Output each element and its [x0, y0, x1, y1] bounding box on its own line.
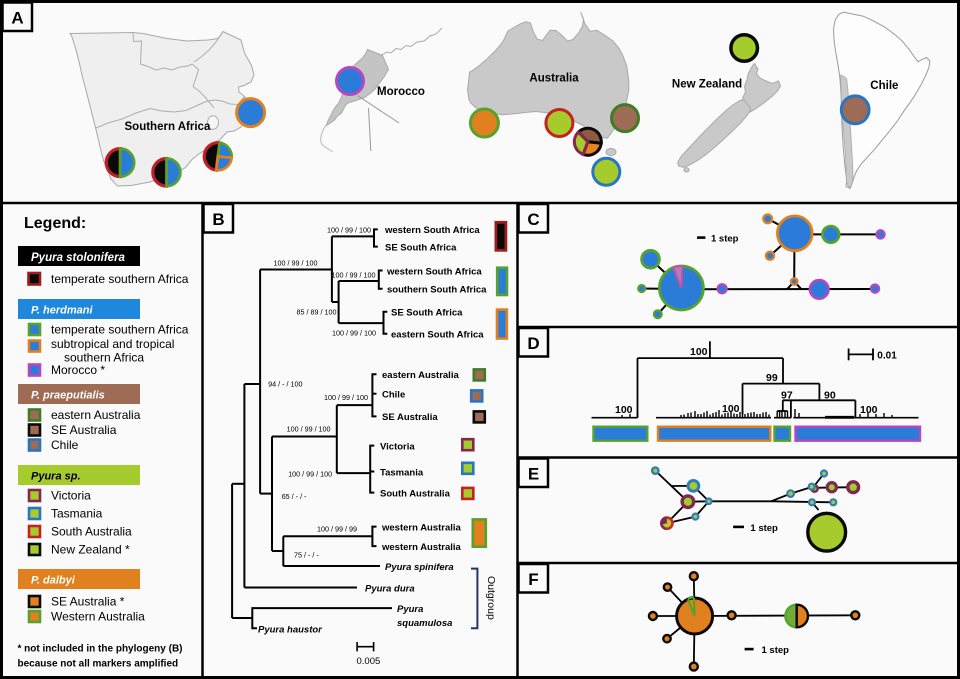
svg-text:Pyura haustor: Pyura haustor [258, 625, 323, 636]
svg-text:Southern Africa: Southern Africa [125, 121, 211, 133]
svg-text:Chile: Chile [382, 390, 405, 401]
svg-text:85 / 89 / 100: 85 / 89 / 100 [297, 308, 337, 317]
svg-text:Tasmania: Tasmania [380, 468, 424, 479]
svg-text:100 / 99 / 100: 100 / 99 / 100 [274, 259, 318, 268]
svg-text:New Zealand *: New Zealand * [51, 543, 130, 557]
svg-text:eastern Australia: eastern Australia [51, 408, 141, 422]
svg-text:SE Australia: SE Australia [382, 412, 438, 423]
svg-text:65 / - / -: 65 / - / - [282, 492, 307, 501]
svg-text:western South Africa: western South Africa [386, 267, 482, 278]
svg-text:South Australia: South Australia [51, 525, 132, 539]
svg-text:western South Africa: western South Africa [384, 225, 480, 236]
svg-text:A: A [11, 9, 23, 28]
svg-text:97: 97 [781, 390, 793, 402]
svg-text:temperate southern Africa: temperate southern Africa [51, 272, 189, 286]
svg-text:100 / 99 / 100: 100 / 99 / 100 [287, 425, 331, 434]
svg-text:SE South Africa: SE South Africa [385, 243, 457, 254]
svg-text:B: B [212, 210, 224, 229]
svg-text:southern South Africa: southern South Africa [387, 285, 487, 296]
svg-text:100: 100 [615, 404, 633, 416]
svg-text:eastern Australia: eastern Australia [382, 370, 459, 381]
svg-text:100 / 99 / 100: 100 / 99 / 100 [332, 271, 376, 280]
svg-text:100 / 99 / 100: 100 / 99 / 100 [288, 470, 332, 479]
svg-text:0.005: 0.005 [357, 656, 381, 667]
svg-text:because not all markers amplif: because not all markers amplified [18, 659, 179, 670]
svg-text:western Australia: western Australia [381, 523, 462, 534]
svg-text:Australia: Australia [529, 73, 579, 85]
svg-text:SE Australia *: SE Australia * [51, 595, 125, 609]
svg-text:P. herdmani: P. herdmani [31, 305, 93, 317]
svg-text:1 step: 1 step [762, 645, 790, 656]
svg-text:eastern South Africa: eastern South Africa [391, 330, 484, 341]
svg-text:E: E [528, 465, 539, 484]
svg-text:Tasmania: Tasmania [51, 507, 103, 521]
svg-text:Outgroup: Outgroup [485, 576, 497, 620]
svg-text:Pyura sp.: Pyura sp. [31, 471, 81, 483]
svg-text:100 / 99 / 100: 100 / 99 / 100 [324, 393, 368, 402]
svg-text:C: C [527, 210, 539, 229]
svg-text:Chile: Chile [870, 80, 898, 92]
svg-text:1 step: 1 step [750, 523, 778, 534]
svg-text:Pyura dura: Pyura dura [365, 584, 415, 595]
svg-text:100 / 99 / 99: 100 / 99 / 99 [317, 525, 357, 534]
svg-text:SE Australia: SE Australia [51, 423, 117, 437]
svg-text:southern Africa: southern Africa [64, 351, 144, 365]
svg-text:subtropical and tropical: subtropical and tropical [51, 337, 174, 351]
svg-text:100: 100 [860, 404, 878, 416]
svg-text:New Zealand: New Zealand [672, 79, 742, 91]
svg-text:Pyura: Pyura [397, 604, 423, 615]
svg-text:Pyura stolonifera: Pyura stolonifera [31, 252, 126, 264]
svg-text:0.01: 0.01 [877, 351, 897, 362]
svg-text:Legend:: Legend: [24, 215, 86, 232]
svg-text:South Australia: South Australia [380, 489, 451, 500]
svg-text:100 / 99 / 100: 100 / 99 / 100 [332, 329, 376, 338]
svg-text:SE South Africa: SE South Africa [391, 308, 463, 319]
svg-text:Chile: Chile [51, 438, 79, 452]
svg-text:94 / - / 100: 94 / - / 100 [268, 380, 302, 389]
svg-text:D: D [527, 334, 539, 353]
svg-text:100 / 99 / 100: 100 / 99 / 100 [327, 226, 371, 235]
svg-text:99: 99 [766, 372, 778, 384]
svg-text:Victoria: Victoria [380, 442, 415, 453]
svg-text:90: 90 [824, 390, 836, 402]
svg-text:temperate southern Africa: temperate southern Africa [51, 323, 189, 337]
svg-text:squamulosa: squamulosa [397, 618, 452, 629]
svg-text:Morocco: Morocco [377, 86, 425, 98]
svg-text:Western Australia: Western Australia [51, 610, 145, 624]
svg-text:F: F [528, 570, 538, 589]
svg-text:western Australia: western Australia [381, 542, 462, 553]
svg-text:Pyura spinifera: Pyura spinifera [385, 562, 454, 573]
svg-text:* not included in the phylogen: * not included in the phylogeny (B) [18, 644, 183, 655]
svg-text:1 step: 1 step [711, 233, 739, 244]
svg-text:100: 100 [690, 346, 708, 358]
svg-text:Victoria: Victoria [51, 489, 91, 503]
svg-text:75 / - / -: 75 / - / - [294, 551, 319, 560]
svg-text:Morocco *: Morocco * [51, 363, 105, 377]
svg-text:100: 100 [722, 403, 740, 415]
svg-text:P. praeputialis: P. praeputialis [31, 390, 105, 402]
svg-text:P. dalbyi: P. dalbyi [31, 575, 76, 587]
